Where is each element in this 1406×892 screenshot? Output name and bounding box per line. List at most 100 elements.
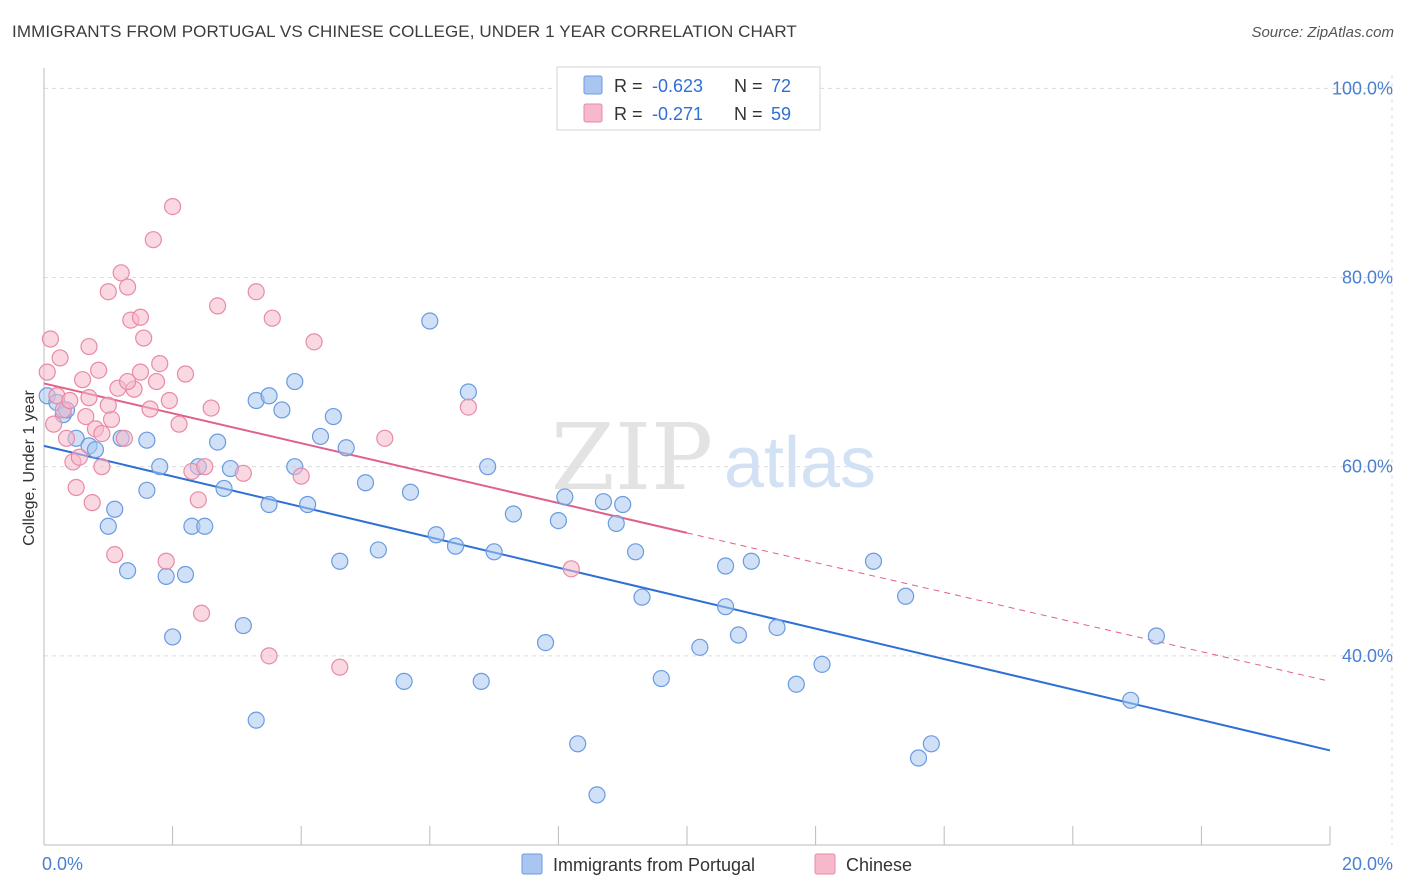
chinese-point-28 bbox=[144, 231, 162, 249]
chinese-point-3 bbox=[51, 349, 69, 367]
chinese-point-58 bbox=[45, 415, 63, 433]
chinese-point-15 bbox=[93, 458, 111, 476]
chinese-point-9 bbox=[73, 371, 92, 389]
chinese-point-10 bbox=[77, 407, 95, 426]
portugal-point-67 bbox=[864, 552, 883, 570]
portugal-point-46 bbox=[485, 543, 503, 561]
chinese-point-49 bbox=[459, 398, 477, 416]
chinese-point-56 bbox=[99, 396, 117, 414]
portugal-point-49 bbox=[549, 511, 568, 530]
portugal-point-65 bbox=[787, 675, 805, 693]
portugal-point-57 bbox=[633, 588, 651, 606]
source-credit: Source: ZipAtlas.com bbox=[1251, 24, 1394, 41]
y-axis-label: College, Under 1 year bbox=[21, 390, 38, 546]
chinese-point-22 bbox=[118, 278, 137, 296]
legend-swatch-pink bbox=[583, 103, 603, 123]
portugal-point-19 bbox=[196, 517, 214, 535]
portugal-point-12 bbox=[138, 431, 156, 449]
portugal-point-64 bbox=[768, 618, 786, 637]
grid-lines bbox=[44, 75, 1393, 845]
portugal-point-53 bbox=[594, 493, 613, 511]
chinese-point-46 bbox=[305, 333, 323, 351]
chinese-point-43 bbox=[260, 647, 278, 665]
chinese-point-44 bbox=[263, 309, 281, 327]
legend-r-value-2: -0.271 bbox=[652, 104, 703, 124]
chinese-point-18 bbox=[106, 546, 124, 564]
chinese-point-42 bbox=[247, 283, 265, 301]
portugal-point-51 bbox=[569, 735, 587, 753]
chinese-point-27 bbox=[141, 400, 159, 418]
legend-r-value-1: -0.623 bbox=[652, 76, 703, 96]
y-tick-label-100: 100.0% bbox=[1332, 78, 1393, 98]
portugal-point-39 bbox=[401, 483, 420, 501]
chinese-point-8 bbox=[70, 448, 88, 466]
chinese-point-31 bbox=[157, 552, 175, 570]
chinese-point-1 bbox=[41, 330, 60, 348]
portugal-trend-line bbox=[43, 444, 1331, 752]
chinese-point-41 bbox=[234, 464, 252, 482]
portugal-point-38 bbox=[395, 672, 413, 690]
bottom-legend-swatch-portugal bbox=[521, 853, 543, 875]
portugal-point-9 bbox=[118, 562, 137, 580]
portugal-point-24 bbox=[247, 711, 265, 729]
portugal-point-44 bbox=[472, 672, 490, 690]
chinese-point-57 bbox=[80, 389, 98, 407]
portugal-point-63 bbox=[742, 552, 760, 570]
chinese-point-54 bbox=[61, 391, 79, 410]
chinese-point-29 bbox=[147, 372, 166, 391]
portugal-point-71 bbox=[1122, 691, 1140, 709]
bottom-legend-label-chinese: Chinese bbox=[846, 855, 912, 875]
chinese-point-39 bbox=[202, 399, 220, 417]
portugal-point-35 bbox=[337, 439, 355, 457]
portugal-point-14 bbox=[157, 567, 175, 585]
portugal-point-6 bbox=[86, 441, 105, 459]
chinese-point-20 bbox=[112, 264, 130, 282]
chinese-point-30 bbox=[151, 354, 169, 373]
watermark: ZIP atlas bbox=[551, 404, 876, 511]
legend-n-value-1: 72 bbox=[771, 76, 791, 96]
portugal-point-56 bbox=[626, 543, 645, 561]
chinese-point-48 bbox=[376, 429, 394, 447]
portugal-point-8 bbox=[106, 500, 124, 518]
portugal-point-36 bbox=[356, 474, 375, 492]
portugal-point-59 bbox=[691, 638, 709, 656]
chinese-trend-extension bbox=[686, 532, 1331, 682]
chinese-point-40 bbox=[209, 297, 227, 315]
legend-n-label-2: N = bbox=[734, 104, 763, 124]
portugal-point-48 bbox=[536, 634, 555, 652]
y-tick-label-40: 40.0% bbox=[1342, 646, 1393, 666]
chinese-point-11 bbox=[80, 337, 98, 356]
watermark-zip: ZIP bbox=[551, 404, 713, 511]
y-tick-label-80: 80.0% bbox=[1342, 268, 1393, 288]
portugal-point-69 bbox=[909, 749, 928, 767]
chart-title: IMMIGRANTS FROM PORTUGAL VS CHINESE COLL… bbox=[12, 22, 797, 41]
chinese-point-37 bbox=[189, 491, 207, 509]
chinese-point-53 bbox=[118, 372, 137, 391]
chinese-point-45 bbox=[292, 467, 310, 485]
portugal-point-32 bbox=[311, 427, 330, 446]
chinese-point-16 bbox=[99, 283, 117, 301]
portugal-point-21 bbox=[215, 479, 233, 498]
legend-r-label-1: R = bbox=[614, 76, 643, 96]
portugal-point-72 bbox=[1147, 627, 1165, 645]
portugal-point-13 bbox=[151, 458, 169, 476]
chinese-point-26 bbox=[135, 329, 153, 347]
portugal-point-26 bbox=[260, 387, 278, 405]
chinese-point-0 bbox=[38, 363, 56, 381]
portugal-point-42 bbox=[446, 537, 465, 555]
portugal-point-16 bbox=[176, 565, 195, 584]
portugal-point-27 bbox=[260, 495, 278, 514]
chinese-point-14 bbox=[90, 361, 108, 379]
portugal-point-60 bbox=[716, 598, 735, 616]
portugal-point-50 bbox=[556, 488, 574, 506]
portugal-point-54 bbox=[607, 514, 625, 533]
portugal-point-55 bbox=[614, 495, 632, 514]
portugal-point-47 bbox=[504, 505, 522, 523]
chinese-point-50 bbox=[562, 560, 580, 578]
portugal-point-33 bbox=[324, 407, 342, 426]
chinese-point-33 bbox=[164, 197, 182, 216]
portugal-point-43 bbox=[459, 383, 477, 401]
portugal-point-15 bbox=[164, 628, 182, 646]
legend-r-label-2: R = bbox=[614, 104, 643, 124]
bottom-legend-swatch-chinese bbox=[814, 853, 836, 875]
